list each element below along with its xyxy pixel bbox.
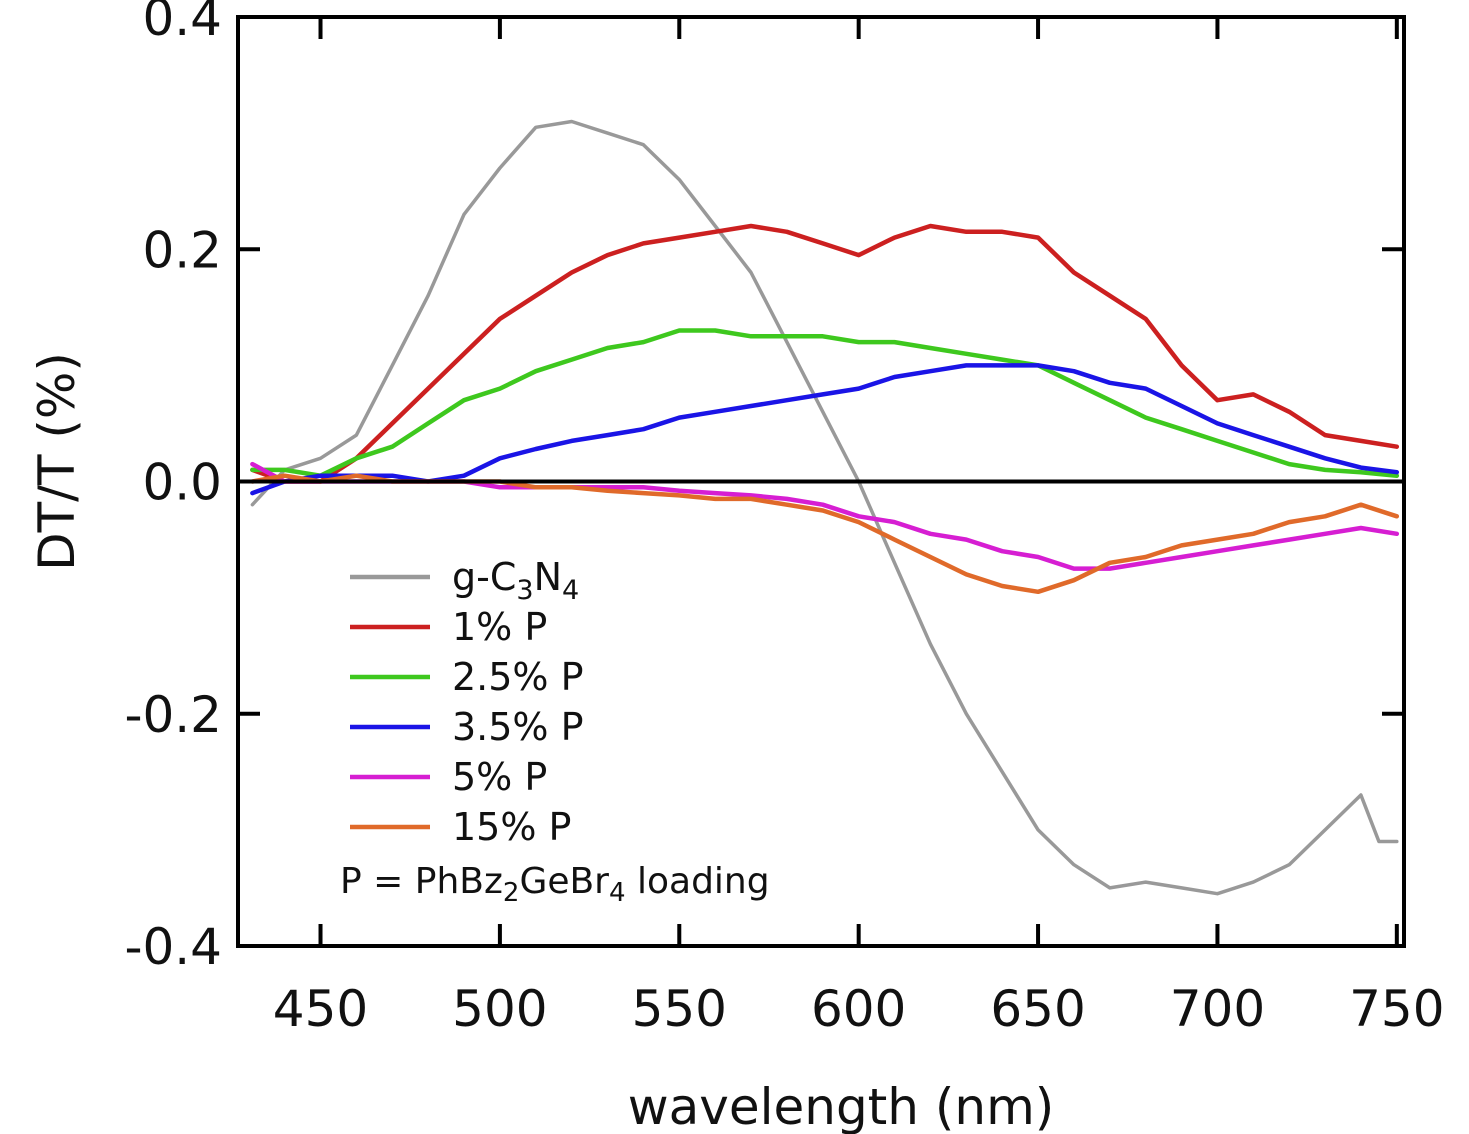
y-tick-label: -0.2 [124, 686, 222, 744]
tick-labels-layer: 450 500 550 600 650 700 750 0.4 0.2 0.0 -0.2 -0.4 [124, 0, 1444, 1038]
x-tick-label: 650 [990, 980, 1085, 1038]
x-tick-label: 550 [632, 980, 727, 1038]
legend-label-part: 4 [562, 575, 579, 606]
legend-note-sub2: 4 [609, 878, 626, 908]
series-line-3 [250, 363, 1400, 496]
legend-label-1: 1% P [452, 605, 547, 649]
legend-label-3: 3.5% P [452, 705, 584, 749]
legend-note-mid: GeBr [519, 861, 609, 902]
series-line-0 [250, 119, 1399, 896]
ticks-layer [238, 15, 1404, 948]
x-tick-label: 750 [1349, 980, 1444, 1038]
y-tick-label: 0.4 [142, 0, 222, 47]
y-axis-title: DT/T (%) [28, 352, 86, 571]
series-line-1 [250, 223, 1400, 484]
legend-label-part: g-C [452, 555, 516, 599]
legend-note-suffix: loading [626, 861, 770, 902]
legend-note: P = PhBz2GeBr4 loading [340, 861, 770, 908]
legend-note-sub1: 2 [503, 878, 520, 908]
legend-label-0: g-C3N4 [452, 555, 579, 606]
series-line-2 [250, 328, 1400, 478]
legend-label-5: 15% P [452, 805, 571, 849]
x-tick-label: 500 [452, 980, 547, 1038]
legend-label-4: 5% P [452, 755, 547, 799]
y-tick-label: 0.0 [142, 454, 222, 512]
y-tick-label: -0.4 [124, 918, 222, 976]
y-tick-label: 0.2 [142, 221, 222, 279]
legend-label-2: 2.5% P [452, 655, 584, 699]
x-tick-label: 600 [811, 980, 906, 1038]
legend-label-part: N [534, 555, 562, 599]
legend-note-prefix: P = PhBz [340, 861, 503, 902]
x-tick-label: 700 [1170, 980, 1265, 1038]
x-axis-title: wavelength (nm) [628, 1078, 1055, 1134]
series-line-5 [250, 473, 1400, 595]
legend-label-part: 3 [516, 575, 533, 606]
x-tick-label: 450 [273, 980, 368, 1038]
